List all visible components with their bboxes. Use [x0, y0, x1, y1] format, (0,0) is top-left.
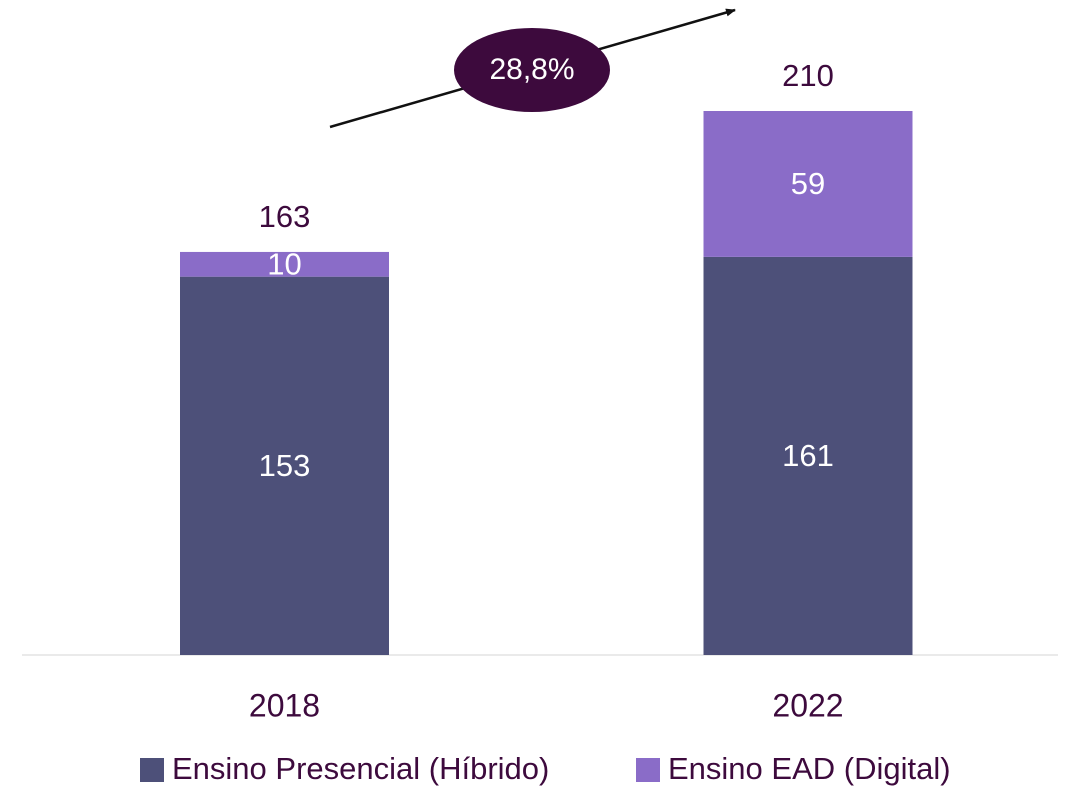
legend-label: Ensino EAD (Digital) — [668, 751, 951, 786]
data-label: 153 — [259, 448, 311, 483]
data-label: 59 — [791, 166, 825, 201]
annotation-bubble — [454, 28, 610, 112]
total-label: 210 — [782, 58, 834, 93]
total-label: 163 — [259, 199, 311, 234]
legend-swatch — [636, 758, 660, 782]
data-label: 10 — [267, 246, 301, 281]
x-tick-label: 2022 — [772, 687, 843, 723]
data-label: 161 — [782, 438, 834, 473]
bar-segment — [180, 251, 389, 277]
bar-segment — [703, 111, 913, 257]
bar-segment — [703, 256, 913, 655]
annotation: 28,8% — [489, 53, 574, 86]
x-tick-label: 2018 — [249, 687, 320, 723]
legend-swatch — [140, 758, 164, 782]
bar-segment — [180, 276, 389, 655]
legend-label: Ensino Presencial (Híbrido) — [172, 751, 549, 786]
